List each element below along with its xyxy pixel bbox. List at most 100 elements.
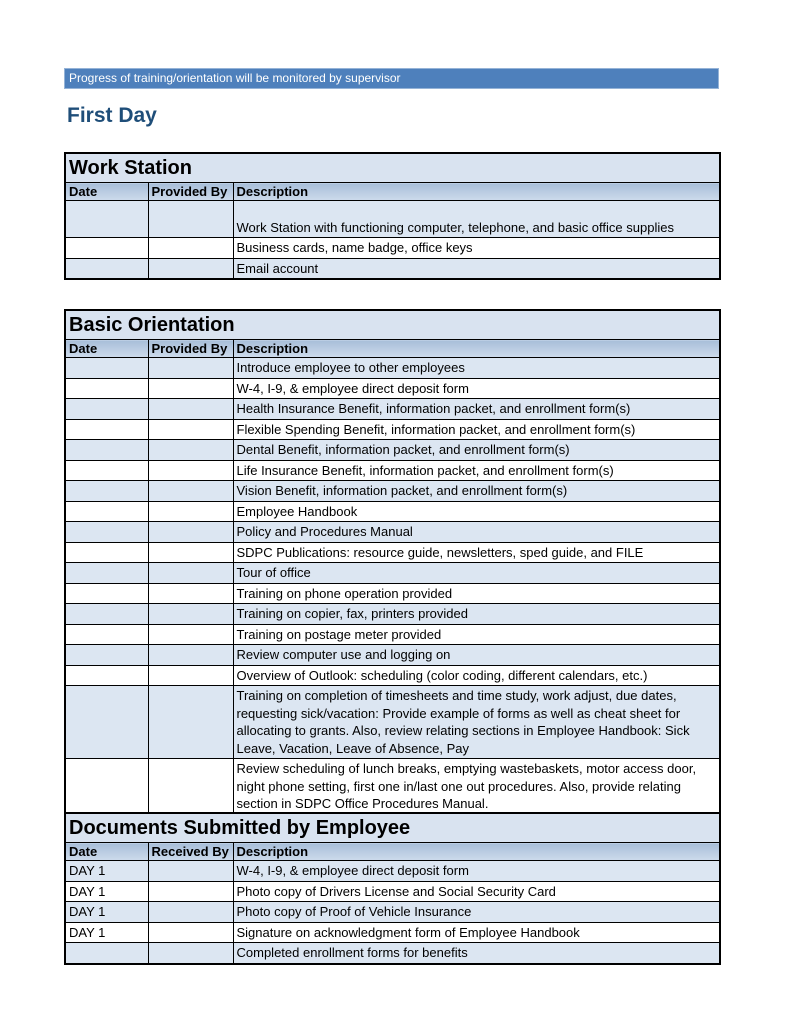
cell-by — [147, 377, 234, 399]
cell-date — [64, 377, 149, 399]
table-row: Health Insurance Benefit, information pa… — [64, 398, 721, 420]
table-row: Completed enrollment forms for benefits — [64, 942, 721, 964]
cell-by — [147, 921, 234, 943]
cell-description: SDPC Publications: resource guide, newsl… — [232, 541, 721, 563]
cell-date — [64, 418, 149, 440]
cell-date — [64, 357, 149, 379]
table-title: Documents Submitted by Employee — [64, 812, 721, 843]
table-title-row: Basic Orientation — [64, 309, 721, 340]
cell-by — [147, 480, 234, 502]
cell-description: Training on completion of timesheets and… — [232, 685, 721, 759]
cell-description: Completed enrollment forms for benefits — [232, 942, 721, 964]
cell-description: Employee Handbook — [232, 500, 721, 522]
cell-description: Health Insurance Benefit, information pa… — [232, 398, 721, 420]
cell-by — [147, 860, 234, 882]
cell-description: Email account — [232, 257, 721, 280]
table-row: DAY 1 Photo copy of Proof of Vehicle Insu… — [64, 901, 721, 923]
cell-date — [64, 562, 149, 584]
cell-date — [64, 439, 149, 461]
column-header-provided-by: Provided By — [147, 339, 234, 358]
table-row: Overview of Outlook: scheduling (color c… — [64, 664, 721, 686]
column-header-date: Date — [64, 339, 149, 358]
table-row: Business cards, name badge, office keys — [64, 237, 721, 259]
column-header-description: Description — [232, 842, 721, 861]
cell-date — [64, 664, 149, 686]
cell-by — [147, 418, 234, 440]
column-header-description: Description — [232, 339, 721, 358]
table-row: W-4, I-9, & employee direct deposit form — [64, 377, 721, 399]
cell-date — [64, 603, 149, 625]
table-header-row: Date Provided By Description — [64, 339, 721, 358]
table-row: Vision Benefit, information packet, and … — [64, 480, 721, 502]
cell-date — [64, 685, 149, 759]
cell-date — [64, 541, 149, 563]
table-row: Training on copier, fax, printers provid… — [64, 603, 721, 625]
cell-date: DAY 1 — [64, 921, 149, 943]
table-row: DAY 1 Photo copy of Drivers License and S… — [64, 880, 721, 902]
table-row: Policy and Procedures Manual — [64, 521, 721, 543]
cell-by — [147, 644, 234, 666]
cell-date — [64, 582, 149, 604]
cell-by — [147, 685, 234, 759]
cell-date — [64, 644, 149, 666]
cell-description: Review computer use and logging on — [232, 644, 721, 666]
cell-by — [147, 901, 234, 923]
table-row: Training on postage meter provided — [64, 623, 721, 645]
cell-description: Training on postage meter provided — [232, 623, 721, 645]
cell-description: Vision Benefit, information packet, and … — [232, 480, 721, 502]
cell-description: Work Station with functioning computer, … — [232, 200, 721, 238]
cell-date — [64, 480, 149, 502]
table-header-row: Date Received By Description — [64, 842, 721, 861]
cell-by — [147, 237, 234, 259]
cell-description: Training on phone operation provided — [232, 582, 721, 604]
table-row: Training on phone operation provided — [64, 582, 721, 604]
table-row: Work Station with functioning computer, … — [64, 200, 721, 238]
cell-by — [147, 500, 234, 522]
cell-description: Introduce employee to other employees — [232, 357, 721, 379]
cell-description: Tour of office — [232, 562, 721, 584]
table-row: Employee Handbook — [64, 500, 721, 522]
table-row: Tour of office — [64, 562, 721, 584]
table-row: SDPC Publications: resource guide, newsl… — [64, 541, 721, 563]
table-row: Review computer use and logging on — [64, 644, 721, 666]
cell-date: DAY 1 — [64, 901, 149, 923]
table-row: Email account — [64, 257, 721, 280]
table-row: Review scheduling of lunch breaks, empty… — [64, 758, 721, 815]
column-header-received-by: Received By — [147, 842, 234, 861]
cell-by — [147, 880, 234, 902]
cell-description: Dental Benefit, information packet, and … — [232, 439, 721, 461]
cell-by — [147, 623, 234, 645]
cell-by — [147, 521, 234, 543]
cell-description: Training on copier, fax, printers provid… — [232, 603, 721, 625]
table-title: Work Station — [64, 152, 721, 183]
cell-description: Signature on acknowledgment form of Empl… — [232, 921, 721, 943]
table-title-row: Work Station — [64, 152, 721, 183]
column-header-description: Description — [232, 182, 721, 201]
table-row: Introduce employee to other employees — [64, 357, 721, 379]
cell-date — [64, 521, 149, 543]
cell-by — [147, 758, 234, 815]
cell-description: Review scheduling of lunch breaks, empty… — [232, 758, 721, 815]
cell-by — [147, 582, 234, 604]
cell-date — [64, 942, 149, 964]
column-header-date: Date — [64, 182, 149, 201]
cell-by — [147, 603, 234, 625]
cell-description: Policy and Procedures Manual — [232, 521, 721, 543]
table-header-row: Date Provided By Description — [64, 182, 721, 201]
cell-by — [147, 257, 234, 280]
table-row: Life Insurance Benefit, information pack… — [64, 459, 721, 481]
cell-description: Overview of Outlook: scheduling (color c… — [232, 664, 721, 686]
table-row: Flexible Spending Benefit, information p… — [64, 418, 721, 440]
cell-date — [64, 200, 149, 238]
table-title: Basic Orientation — [64, 309, 721, 340]
cell-by — [147, 942, 234, 964]
cell-by — [147, 459, 234, 481]
cell-by — [147, 357, 234, 379]
cell-by — [147, 398, 234, 420]
basic-orientation-table: Basic Orientation Date Provided By Descr… — [64, 309, 722, 816]
column-header-provided-by: Provided By — [147, 182, 234, 201]
cell-by — [147, 562, 234, 584]
cell-date — [64, 459, 149, 481]
page-title: First Day — [67, 104, 157, 127]
